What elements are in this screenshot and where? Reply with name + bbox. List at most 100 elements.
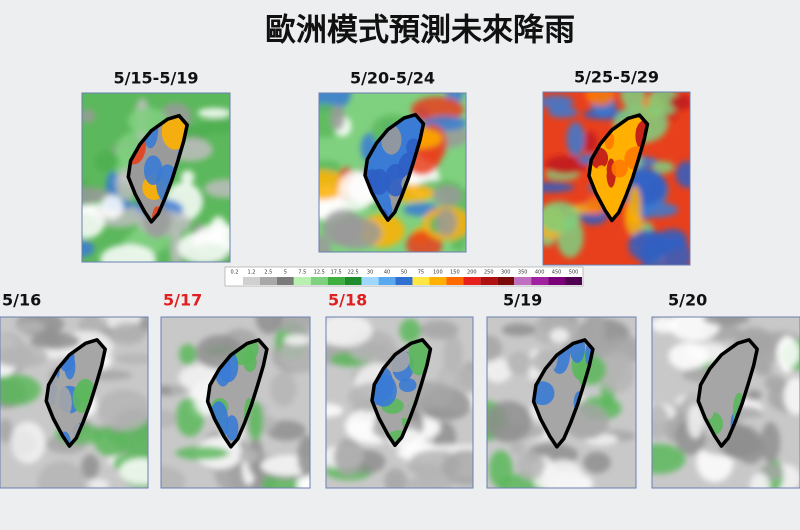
map-label: 5/15-5/19 <box>113 69 198 88</box>
rain-blob <box>764 375 786 392</box>
map-label: 5/19 <box>503 291 542 310</box>
colorbar-swatch <box>514 277 532 285</box>
island-outline <box>370 338 433 448</box>
map <box>0 317 148 488</box>
colorbar-label: 500 <box>569 270 579 276</box>
rain-blob <box>0 374 41 406</box>
colorbar-swatch <box>463 277 481 285</box>
rain-blob <box>749 472 770 488</box>
map <box>487 317 636 488</box>
rain-blob <box>161 465 186 488</box>
rain-blob <box>10 421 46 464</box>
rain-blob <box>543 95 574 110</box>
rain-blob <box>110 322 146 346</box>
rain-blob <box>404 476 454 488</box>
colorbar-label: 0.2 <box>230 270 238 276</box>
rain-blob <box>78 317 109 332</box>
rain-blob <box>652 403 669 440</box>
rain-blob <box>760 422 781 464</box>
map-frame <box>542 91 691 266</box>
colorbar-swatch <box>548 277 566 285</box>
rain-blob <box>255 317 283 335</box>
colorbar-label: 400 <box>535 270 545 276</box>
colorbar-swatch <box>446 277 464 285</box>
rain-blob <box>169 229 183 262</box>
colorbar-swatch <box>310 277 328 285</box>
rain-blob <box>451 238 466 252</box>
rain-blob <box>266 420 306 441</box>
colorbar-swatch <box>361 277 379 285</box>
colorbar-swatch <box>429 277 447 285</box>
rain-blob <box>509 441 526 456</box>
rain-blob <box>783 377 800 415</box>
rain-blob <box>487 401 532 443</box>
rain-blob <box>776 337 800 368</box>
colorbar-label: 150 <box>450 270 460 276</box>
rain-blob <box>197 119 230 134</box>
colorbar-label: 450 <box>552 270 562 276</box>
rain-blob <box>566 121 585 157</box>
colorbar-swatch <box>226 277 243 285</box>
rain-blob <box>399 318 421 344</box>
colorbar-label: 40 <box>384 270 390 276</box>
rain-blob <box>334 438 363 477</box>
rain-blob <box>627 185 642 226</box>
rain-blob <box>435 208 457 237</box>
island-blob <box>371 374 397 407</box>
rain-blob <box>97 389 148 431</box>
map-frame <box>160 316 311 489</box>
rain-blob <box>687 403 704 439</box>
rain-blob <box>599 352 635 393</box>
colorbar-label: 22.5 <box>348 270 359 276</box>
rain-blob <box>550 328 569 344</box>
rain-blob <box>326 403 344 418</box>
rain-blob <box>197 107 230 119</box>
rain-blob <box>501 323 536 337</box>
colorbar-swatch <box>497 277 515 285</box>
rain-blob <box>456 366 473 393</box>
map-frame <box>318 92 467 253</box>
island-blob <box>623 132 634 148</box>
island-outline <box>531 338 595 449</box>
rain-blob <box>669 94 690 110</box>
rain-blob <box>180 170 195 184</box>
colorbar-label: 5 <box>284 270 287 276</box>
rain-blob <box>487 358 512 383</box>
map-frame <box>651 316 800 489</box>
colorbar-swatch <box>565 277 582 285</box>
map-label: 5/20 <box>668 291 707 310</box>
colorbar-label: 300 <box>501 270 511 276</box>
rain-blob <box>487 335 503 362</box>
colorbar-swatch <box>293 277 311 285</box>
rain-blob <box>703 317 750 326</box>
island-blob <box>408 339 430 376</box>
map-label: 5/20-5/24 <box>350 69 435 88</box>
rain-blob <box>100 244 156 262</box>
colorbar-label: 2.5 <box>264 270 272 276</box>
rain-blob <box>582 131 598 154</box>
map-frame <box>0 316 149 489</box>
map <box>543 92 690 265</box>
rain-blob <box>506 351 532 375</box>
rain-blob <box>270 371 297 407</box>
rain-blob <box>652 443 686 474</box>
island-blob <box>719 384 738 417</box>
rain-blob <box>326 317 373 347</box>
map <box>652 317 800 488</box>
rain-blob <box>30 332 80 350</box>
colorbar-label: 1.2 <box>247 270 255 276</box>
rain-blob <box>755 363 773 377</box>
rain-blob <box>543 201 580 234</box>
rain-blob <box>657 228 688 251</box>
rain-blob <box>322 209 364 246</box>
rain-blob <box>204 179 230 198</box>
slide-title: 歐洲模式預測未來降雨 <box>265 13 575 49</box>
map-frame <box>81 92 231 263</box>
rain-blob <box>239 449 260 463</box>
rain-blob <box>383 468 407 488</box>
colorbar-swatch <box>259 277 277 285</box>
rain-blob <box>170 384 186 395</box>
map <box>82 93 230 262</box>
island-blob <box>225 415 239 441</box>
colorbar-swatch <box>327 277 345 285</box>
